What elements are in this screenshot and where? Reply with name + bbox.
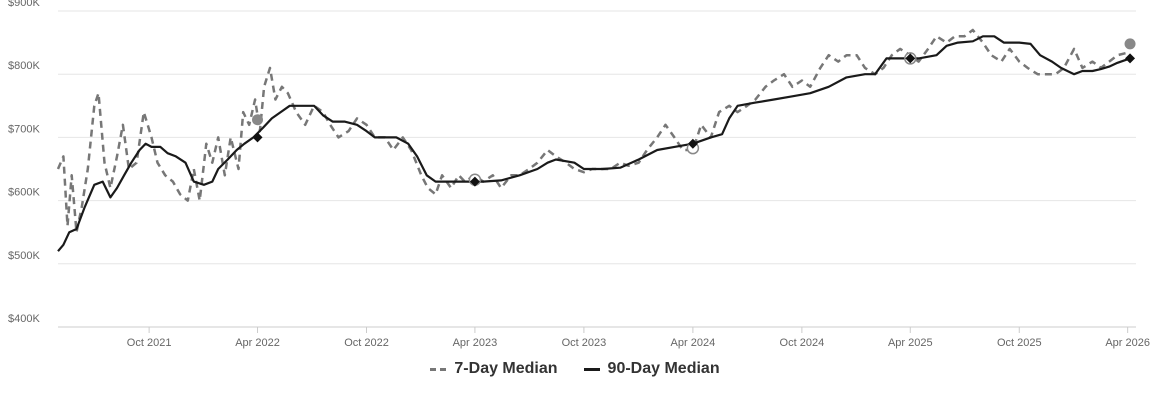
y-tick-600k: $600K	[8, 187, 40, 199]
marker-90-day-median-5[interactable]	[687, 138, 698, 149]
x-tick-oct-2022: Oct 2022	[344, 337, 389, 349]
grid-lines	[58, 10, 1136, 328]
x-tick-apr-2026: Apr 2026	[1105, 337, 1150, 349]
marker-7-day-median-8[interactable]	[1124, 38, 1136, 50]
y-tick-500k: $500K	[8, 250, 40, 262]
marker-90-day-median-3[interactable]	[469, 176, 480, 187]
x-tick-oct-2025: Oct 2025	[997, 337, 1042, 349]
legend-item-7-day-median[interactable]: 7-Day Median	[430, 360, 558, 378]
y-tick-900k: $900K	[8, 0, 40, 9]
y-tick-700k: $700K	[8, 123, 40, 135]
x-tick-oct-2023: Oct 2023	[562, 337, 607, 349]
legend-item-90-day-median[interactable]: 90-Day Median	[583, 360, 720, 378]
series-line-7-day-median	[56, 28, 1131, 234]
marker-90-day-median-9[interactable]	[1125, 53, 1136, 64]
x-tick-oct-2024: Oct 2024	[780, 337, 825, 349]
legend-swatch-dashed-icon	[430, 367, 447, 371]
x-axis: Oct 2021 Apr 2022 Oct 2022 Apr 2023 Oct 2023…	[127, 327, 1150, 349]
series-line-90-day-median	[57, 35, 1131, 252]
y-tick-800k: $800K	[8, 60, 40, 72]
legend-label-90-day-median: 90-Day Median	[607, 360, 720, 377]
x-tick-apr-2022: Apr 2022	[235, 337, 280, 349]
y-axis-tick-labels: $400K $500K $600K $700K $800K $900K	[8, 0, 40, 325]
legend: 7-Day Median 90-Day Median	[0, 360, 1150, 378]
series-markers	[252, 38, 1136, 187]
marker-7-day-median-0[interactable]	[252, 114, 264, 126]
legend-swatch-solid-icon	[583, 367, 600, 371]
x-tick-apr-2023: Apr 2023	[453, 337, 498, 349]
x-tick-apr-2025: Apr 2025	[888, 337, 933, 349]
x-tick-apr-2024: Apr 2024	[671, 337, 716, 349]
y-tick-400k: $400K	[8, 313, 40, 325]
x-tick-oct-2021: Oct 2021	[127, 337, 172, 349]
marker-90-day-median-1[interactable]	[252, 132, 263, 143]
series-lines	[56, 28, 1131, 252]
legend-label-7-day-median: 7-Day Median	[454, 360, 558, 377]
marker-90-day-median-7[interactable]	[905, 53, 916, 64]
